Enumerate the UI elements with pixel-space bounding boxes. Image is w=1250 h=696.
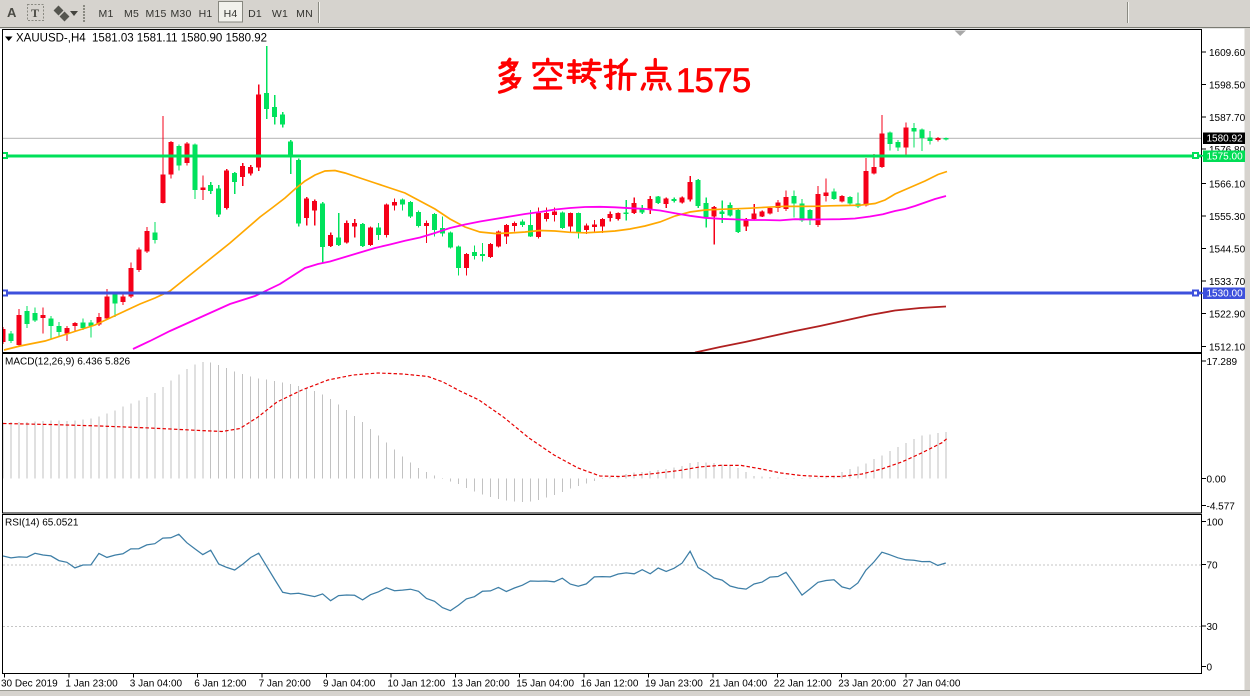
svg-text:M30: M30 [170,8,191,20]
svg-text:1544.50: 1544.50 [1209,245,1246,256]
svg-text:W1: W1 [272,8,288,20]
svg-text:MN: MN [296,8,313,20]
svg-text:1522.90: 1522.90 [1209,310,1246,321]
svg-text:1512.10: 1512.10 [1209,343,1246,354]
svg-text:0.00: 0.00 [1207,475,1227,486]
svg-text:1575.00: 1575.00 [1207,152,1244,163]
svg-text:M5: M5 [124,8,139,20]
svg-text:16 Jan 12:00: 16 Jan 12:00 [581,679,639,690]
svg-text:1587.70: 1587.70 [1209,113,1246,124]
svg-text:22 Jan 12:00: 22 Jan 12:00 [774,679,832,690]
svg-text:M1: M1 [99,8,114,20]
svg-text:30 Dec 2019: 30 Dec 2019 [1,679,58,690]
svg-text:10 Jan 12:00: 10 Jan 12:00 [387,679,445,690]
svg-text:0: 0 [1207,663,1213,674]
svg-text:XAUUSD-,H4 1581.03 1581.11 15: XAUUSD-,H4 1581.03 1581.11 1580.90 1580.… [16,33,267,45]
svg-text:15 Jan 04:00: 15 Jan 04:00 [516,679,574,690]
svg-text:RSI(14) 65.0521: RSI(14) 65.0521 [5,518,79,529]
svg-text:19 Jan 23:00: 19 Jan 23:00 [645,679,703,690]
svg-text:1533.70: 1533.70 [1209,277,1246,288]
svg-text:1609.60: 1609.60 [1209,48,1246,59]
svg-text:3 Jan 04:00: 3 Jan 04:00 [130,679,183,690]
svg-text:1575: 1575 [676,62,751,100]
svg-text:13 Jan 20:00: 13 Jan 20:00 [452,679,510,690]
svg-text:70: 70 [1207,561,1219,572]
svg-text:30: 30 [1207,622,1219,633]
svg-text:1580.92: 1580.92 [1207,134,1244,145]
svg-text:A: A [7,5,17,20]
svg-text:17.289: 17.289 [1207,357,1238,368]
svg-text:MACD(12,26,9) 6.436 5.826: MACD(12,26,9) 6.436 5.826 [5,357,131,368]
svg-text:6 Jan 12:00: 6 Jan 12:00 [194,679,247,690]
svg-text:100: 100 [1207,518,1224,529]
svg-text:1530.00: 1530.00 [1207,289,1244,300]
svg-text:1 Jan 23:00: 1 Jan 23:00 [65,679,118,690]
svg-text:7 Jan 20:00: 7 Jan 20:00 [259,679,312,690]
svg-text:23 Jan 20:00: 23 Jan 20:00 [838,679,896,690]
svg-text:H1: H1 [199,8,213,20]
svg-text:1555.30: 1555.30 [1209,212,1246,223]
svg-text:1598.50: 1598.50 [1209,81,1246,92]
svg-text:T: T [31,6,39,20]
svg-text:27 Jan 04:00: 27 Jan 04:00 [903,679,961,690]
svg-text:D1: D1 [248,8,262,20]
svg-text:9 Jan 04:00: 9 Jan 04:00 [323,679,376,690]
svg-text:M15: M15 [145,8,166,20]
svg-text:-4.577: -4.577 [1207,502,1236,513]
svg-text:21 Jan 04:00: 21 Jan 04:00 [709,679,767,690]
svg-text:1566.10: 1566.10 [1209,180,1246,191]
svg-text:H4: H4 [224,8,238,20]
